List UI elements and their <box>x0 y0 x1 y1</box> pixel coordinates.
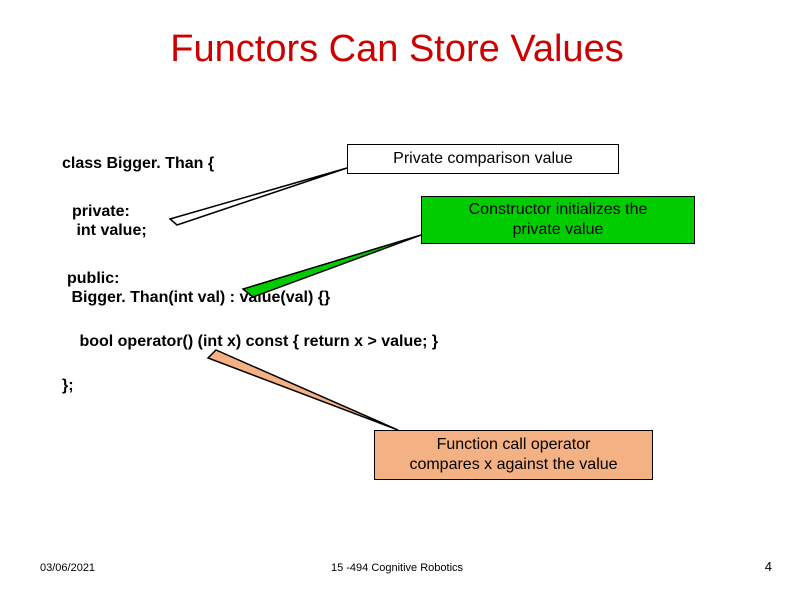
code-line-3: int value; <box>72 222 147 240</box>
callout-constructor: Constructor initializes the private valu… <box>421 196 695 244</box>
code-line-1: class Bigger. Than { <box>62 155 214 173</box>
callout-private-comparison: Private comparison value <box>347 144 619 174</box>
slide-title: Functors Can Store Values <box>0 28 794 71</box>
footer-course: 15 -494 Cognitive Robotics <box>0 562 794 574</box>
code-line-4: public: <box>67 270 119 288</box>
code-line-6: bool operator() (int x) const { return x… <box>75 333 438 351</box>
code-line-2: private: <box>72 203 130 221</box>
callout-function-operator: Function call operator compares x agains… <box>374 430 653 480</box>
code-line-7: }; <box>62 377 74 395</box>
code-line-5: Bigger. Than(int val) : value(val) {} <box>67 289 330 307</box>
footer-page-number: 4 <box>765 559 772 574</box>
